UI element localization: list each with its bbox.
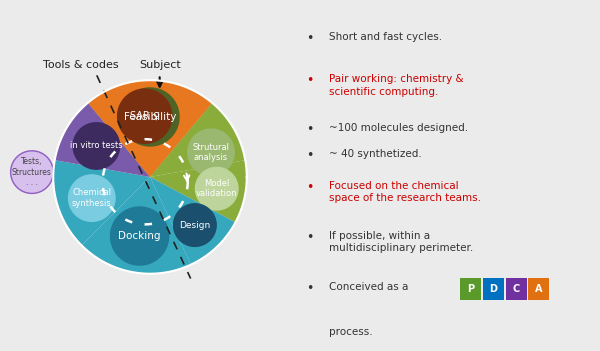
Text: ~100 molecules designed.: ~100 molecules designed. (329, 123, 469, 133)
Text: Tests,
Structures
. . .: Tests, Structures . . . (12, 157, 52, 187)
FancyBboxPatch shape (506, 278, 527, 300)
Text: Subject: Subject (139, 60, 181, 71)
Polygon shape (118, 89, 172, 143)
Text: C: C (512, 284, 520, 294)
Text: Design: Design (179, 220, 211, 230)
Text: D: D (490, 284, 497, 294)
Text: •: • (306, 32, 313, 45)
Text: in vitro tests: in vitro tests (70, 141, 122, 151)
Polygon shape (55, 103, 150, 177)
Polygon shape (82, 177, 191, 274)
Polygon shape (150, 103, 245, 177)
Polygon shape (73, 123, 119, 169)
Polygon shape (88, 80, 212, 177)
Text: Conceived as a: Conceived as a (329, 282, 412, 292)
Text: Docking: Docking (118, 231, 161, 241)
Polygon shape (110, 207, 169, 265)
Text: •: • (306, 180, 313, 193)
Text: process.: process. (329, 327, 373, 337)
Polygon shape (121, 88, 179, 146)
Text: •: • (306, 123, 313, 136)
Polygon shape (196, 167, 238, 210)
FancyBboxPatch shape (460, 278, 481, 300)
Text: A: A (535, 284, 542, 294)
Polygon shape (173, 204, 216, 246)
Polygon shape (11, 151, 53, 193)
Text: SAR ♀: SAR ♀ (130, 111, 160, 121)
Polygon shape (150, 177, 235, 265)
Text: Pair working: chemistry &
scientific computing.: Pair working: chemistry & scientific com… (329, 74, 464, 97)
Text: Strutural
analysis: Strutural analysis (193, 143, 230, 162)
Text: ~ 40 synthetized.: ~ 40 synthetized. (329, 148, 422, 159)
Text: Model
validation: Model validation (196, 179, 238, 198)
Text: Short and fast cycles.: Short and fast cycles. (329, 32, 443, 42)
Polygon shape (150, 160, 247, 223)
Text: •: • (306, 74, 313, 87)
Text: •: • (306, 282, 313, 294)
Text: •: • (306, 148, 313, 161)
Polygon shape (53, 160, 150, 245)
Polygon shape (88, 80, 212, 177)
Polygon shape (68, 175, 115, 221)
Text: Chemical
synthesis: Chemical synthesis (72, 188, 112, 208)
Text: Tools & codes: Tools & codes (43, 60, 118, 71)
Text: •: • (306, 231, 313, 244)
Polygon shape (188, 129, 234, 176)
Text: Focused on the chemical
space of the research teams.: Focused on the chemical space of the res… (329, 180, 481, 203)
FancyBboxPatch shape (528, 278, 550, 300)
Text: If possible, within a
multidisciplinary perimeter.: If possible, within a multidisciplinary … (329, 231, 473, 253)
Text: P: P (467, 284, 475, 294)
Text: Feasibility: Feasibility (124, 112, 176, 122)
FancyBboxPatch shape (483, 278, 504, 300)
